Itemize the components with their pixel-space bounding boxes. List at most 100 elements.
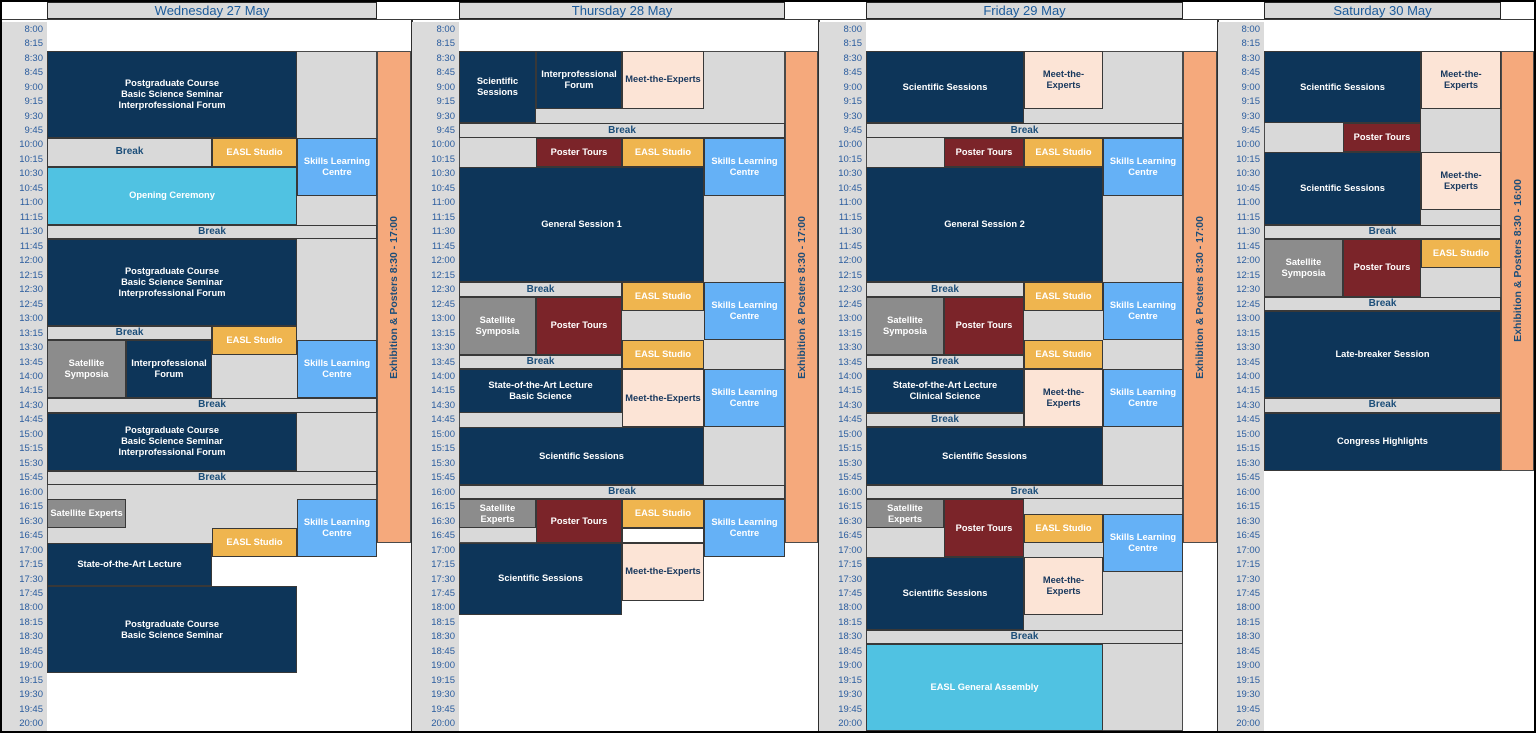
time-label: 17:00 (19, 544, 43, 556)
exhibition-bar-label: Exhibition & Posters 8:30 - 17:00 (795, 215, 808, 379)
thursday-event-scientific-sessions: Scientific Sessions (459, 50, 536, 124)
time-label: 14:15 (1236, 385, 1260, 397)
sheet-top-border (0, 0, 1536, 2)
time-label: 19:45 (19, 703, 43, 715)
time-label: 19:30 (838, 689, 862, 701)
time-label: 12:15 (838, 269, 862, 281)
time-label: 19:15 (431, 674, 455, 686)
friday-event-poster-tours: Poster Tours (944, 296, 1024, 355)
thursday-event-state-of-the-art-lecture-basic-science: State-of-the-Art Lecture Basic Science (459, 369, 622, 413)
time-label: 19:00 (1236, 660, 1260, 672)
time-label: 15:30 (838, 457, 862, 469)
time-label: 20:00 (431, 718, 455, 730)
wednesday-event-interprofessional-forum: Interprofessional Forum (126, 340, 212, 399)
time-label: 12:45 (838, 298, 862, 310)
time-label: 16:15 (431, 501, 455, 513)
time-label: 8:15 (436, 38, 456, 50)
time-label: 18:15 (1236, 616, 1260, 628)
saturday-event-congress-highlights: Congress Highlights (1264, 412, 1501, 471)
friday-event-satellite-symposia: Satellite Symposia (866, 296, 944, 355)
thursday-break-bar: Break (459, 282, 622, 297)
friday-event-state-of-the-art-lecture-clinical-science: State-of-the-Art Lecture Clinical Scienc… (866, 369, 1024, 413)
time-label: 10:45 (1236, 182, 1260, 194)
thursday-break-bar: Break (459, 123, 785, 138)
saturday-event-meet-the-experts: Meet-the-Experts (1421, 152, 1501, 211)
time-label: 19:15 (1236, 674, 1260, 686)
time-label: 9:45 (1241, 125, 1261, 137)
exhibition-bar-label: Exhibition & Posters 8:30 - 17:00 (388, 215, 400, 379)
time-label: 17:30 (1236, 573, 1260, 585)
friday-event-skills-learning-centre: Skills Learning Centre (1103, 513, 1183, 572)
thursday-event-skills-learning-centre: Skills Learning Centre (704, 369, 785, 428)
wednesday-break-bar: Break (47, 470, 377, 486)
time-label: 14:00 (1236, 370, 1260, 382)
friday-event-meet-the-experts: Meet-the-Experts (1024, 50, 1103, 109)
time-label: 18:15 (19, 616, 43, 628)
time-label: 16:15 (1236, 501, 1260, 513)
saturday-exhibition-bar: Exhibition & Posters 8:30 - 16:00 (1501, 50, 1534, 471)
thursday-event-skills-learning-centre: Skills Learning Centre (704, 499, 785, 558)
time-label: 10:30 (19, 168, 43, 180)
thursday-break-bar: Break (459, 485, 785, 500)
time-label: 18:45 (431, 645, 455, 657)
time-label: 8:45 (843, 67, 863, 79)
time-label: 19:45 (431, 703, 455, 715)
exhibition-bar-label: Exhibition & Posters 8:30 - 17:00 (1194, 215, 1206, 379)
thursday-event-poster-tours: Poster Tours (536, 137, 622, 167)
time-label: 15:15 (838, 443, 862, 455)
time-label: 17:00 (431, 544, 455, 556)
time-label: 13:15 (1236, 327, 1260, 339)
time-label: 11:30 (1236, 226, 1260, 238)
friday-event-meet-the-experts: Meet-the-Experts (1024, 369, 1103, 428)
saturday-event-poster-tours: Poster Tours (1343, 239, 1421, 297)
time-label: 8:30 (436, 52, 456, 64)
time-label: 20:00 (838, 718, 862, 730)
time-label: 10:15 (838, 153, 862, 165)
time-label: 16:45 (431, 530, 455, 542)
time-label: 19:30 (19, 689, 43, 701)
time-label: 12:45 (431, 298, 455, 310)
time-label: 9:30 (24, 110, 44, 122)
time-label: 16:15 (838, 501, 862, 513)
time-label: 15:45 (838, 472, 862, 484)
time-label: 18:45 (1236, 645, 1260, 657)
thursday-white-filler (622, 528, 704, 543)
time-label: 17:45 (19, 588, 43, 600)
thursday-event-meet-the-experts: Meet-the-Experts (622, 50, 704, 109)
time-label: 13:00 (19, 313, 43, 325)
time-label: 14:45 (838, 414, 862, 426)
wednesday-event-postgraduate-course-basic-science-seminar: Postgraduate Course Basic Science Semina… (47, 586, 297, 674)
time-label: 19:15 (838, 674, 862, 686)
time-label: 9:00 (24, 81, 44, 93)
saturday-header: Saturday 30 May (1264, 2, 1501, 19)
friday-event-scientific-sessions: Scientific Sessions (866, 50, 1024, 124)
time-label: 17:15 (431, 559, 455, 571)
friday-header: Friday 29 May (866, 2, 1183, 19)
friday-break-bar: Break (866, 412, 1024, 428)
time-label: 15:45 (19, 472, 43, 484)
saturday-event-poster-tours: Poster Tours (1343, 123, 1421, 153)
time-label: 19:45 (1236, 703, 1260, 715)
friday-event-easl-studio: EASL Studio (1024, 340, 1103, 370)
thursday-event-easl-studio: EASL Studio (622, 340, 704, 370)
time-label: 8:30 (24, 52, 44, 64)
time-label: 10:00 (19, 139, 43, 151)
time-label: 12:45 (1236, 298, 1260, 310)
wednesday-event-easl-studio: EASL Studio (212, 325, 297, 355)
wednesday-event-satellite-symposia: Satellite Symposia (47, 340, 126, 399)
time-label: 18:15 (838, 616, 862, 628)
friday-event-scientific-sessions: Scientific Sessions (866, 427, 1103, 486)
time-label: 12:30 (1236, 284, 1260, 296)
sheet-left-border (0, 0, 2, 733)
time-label: 16:45 (19, 530, 43, 542)
time-label: 10:45 (19, 182, 43, 194)
time-label: 15:15 (19, 443, 43, 455)
time-label: 11:45 (431, 240, 455, 252)
time-label: 18:00 (431, 602, 455, 614)
friday-time-column: 8:00 8:15 8:30 8:45 9:00 9:15 9:30 9:45 10:00 10:… (819, 22, 866, 731)
time-label: 16:15 (19, 501, 43, 513)
time-label: 19:30 (1236, 689, 1260, 701)
time-label: 14:30 (19, 399, 43, 411)
wednesday-event-skills-learning-centre: Skills Learning Centre (297, 340, 377, 399)
